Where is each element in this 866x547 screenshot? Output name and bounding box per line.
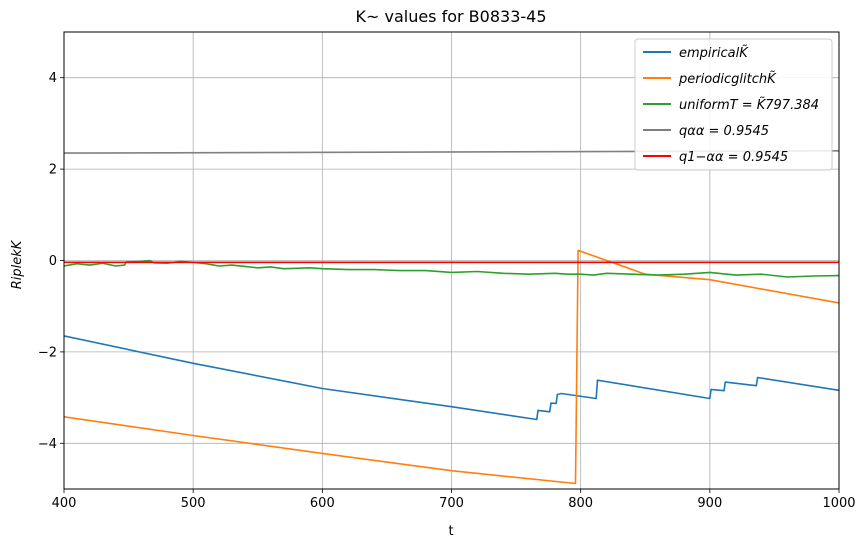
x-tick-label: 1000 (822, 496, 855, 511)
series-line-2 (64, 259, 839, 278)
chart-title: K~ values for B0833-45 (355, 7, 546, 26)
y-tick-label: 2 (49, 163, 57, 178)
legend-label: empiricalK̃ (679, 46, 749, 61)
x-tick-label: 800 (568, 496, 593, 511)
legend-label: qαα = 0.9545 (679, 124, 769, 139)
y-tick-label: −2 (38, 345, 57, 360)
x-axis-label: t (448, 524, 453, 539)
x-tick-label: 900 (697, 496, 722, 511)
axis-ticks: 400 500 600 700 800 900 1000 −4 −2 0 2 4 (38, 71, 856, 511)
y-tick-label: 0 (49, 254, 57, 269)
x-tick-label: 500 (181, 496, 206, 511)
series-line-0 (64, 335, 839, 421)
legend-box (634, 38, 833, 171)
y-tick-label: −4 (38, 437, 57, 452)
legend-label: periodicglitchK̃ (678, 72, 777, 87)
y-tick-label: 4 (49, 71, 57, 86)
legend-label: uniformT = K̃797.384 (679, 98, 819, 113)
x-tick-label: 600 (310, 496, 335, 511)
x-tick-label: 700 (439, 496, 464, 511)
legend: empiricalK̃ periodicglitchK̃ uniformT = K̃… (634, 38, 833, 171)
series-line-1 (64, 249, 839, 485)
legend-label: q1−αα = 0.9545 (679, 150, 788, 165)
x-tick-label: 400 (52, 496, 77, 511)
y-axis-label: RiplekK (10, 239, 25, 289)
